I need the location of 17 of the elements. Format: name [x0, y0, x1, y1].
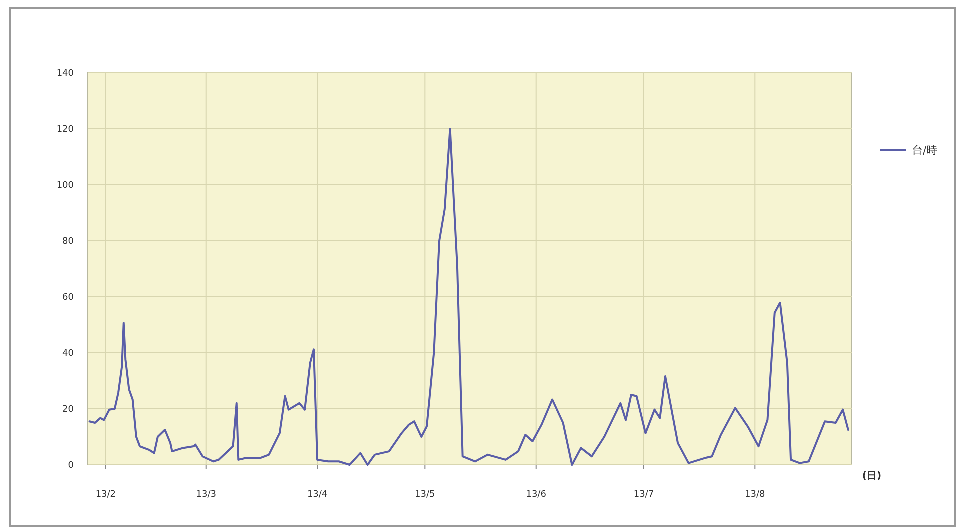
x-tick-label: 13/2	[96, 490, 116, 500]
x-tick-label: 13/5	[415, 490, 436, 500]
x-tick-label: 13/8	[745, 490, 766, 500]
y-tick-label: 0	[68, 461, 74, 471]
y-tick-label: 100	[56, 181, 74, 191]
x-tick-label: 13/4	[307, 490, 328, 500]
x-tick-label: 13/7	[634, 490, 654, 500]
x-tick-label: 13/6	[526, 490, 547, 500]
y-tick-label: 60	[62, 293, 74, 303]
x-tick-label: 13/3	[196, 490, 216, 500]
y-tick-label: 80	[62, 237, 74, 247]
y-tick-label: 20	[62, 405, 74, 415]
y-tick-label: 40	[62, 349, 74, 359]
x-axis-title: (日)	[862, 471, 882, 482]
y-tick-label: 120	[56, 125, 74, 135]
y-tick-label: 140	[56, 69, 74, 79]
legend-label: 台/時	[912, 144, 938, 157]
